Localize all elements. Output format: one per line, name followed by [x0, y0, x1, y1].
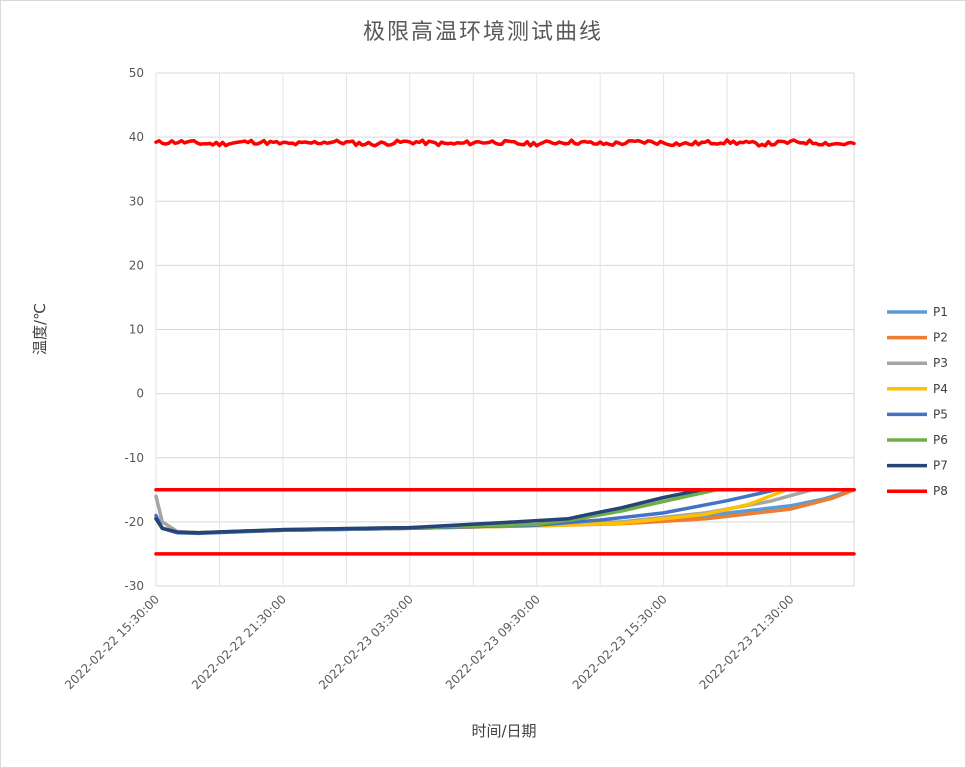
y-axis-ticks: -30 -20 -10 0 10 20 30 40 50 [124, 66, 144, 593]
series-layer [154, 138, 856, 556]
x-tick-label: 2022-02-23 09:30:00 [443, 592, 543, 692]
legend-label-p8: P8 [933, 484, 948, 498]
legend-label-p3: P3 [933, 356, 948, 370]
legend-label-p4: P4 [933, 382, 948, 396]
legend-label-p6: P6 [933, 433, 948, 447]
x-tick-label: 2022-02-23 21:30:00 [697, 592, 797, 692]
y-tick-label: 50 [129, 66, 144, 80]
x-tick-label: 2022-02-23 03:30:00 [316, 592, 416, 692]
x-axis-title: 时间/日期 [471, 722, 536, 740]
x-axis-ticks: 2022-02-22 15:30:00 2022-02-22 21:30:00 20… [62, 592, 797, 692]
legend-label-p1: P1 [933, 305, 948, 319]
series-p8-environment [154, 138, 856, 148]
series-p7 [154, 488, 856, 535]
legend-label-p2: P2 [933, 331, 948, 345]
x-tick-label: 2022-02-23 15:30:00 [570, 592, 670, 692]
legend-label-p5: P5 [933, 407, 948, 421]
legend-label-p7: P7 [933, 459, 948, 473]
y-tick-label: 40 [129, 130, 144, 144]
y-tick-label: 10 [129, 323, 144, 337]
y-tick-label: -30 [124, 579, 144, 593]
x-tick-label: 2022-02-22 21:30:00 [189, 592, 289, 692]
legend: P1 P2 P3 P4 P5 P6 P7 P8 [887, 305, 948, 498]
y-tick-label: -20 [124, 515, 144, 529]
y-axis-title: 温度/℃ [31, 303, 49, 355]
y-tick-label: -10 [124, 451, 144, 465]
y-tick-label: 20 [129, 258, 144, 272]
x-tick-label: 2022-02-22 15:30:00 [62, 592, 162, 692]
y-tick-label: 30 [129, 194, 144, 208]
grid-layer [155, 72, 855, 587]
y-tick-label: 0 [136, 387, 144, 401]
chart-title: 极限高温环境测试曲线 [363, 20, 603, 45]
